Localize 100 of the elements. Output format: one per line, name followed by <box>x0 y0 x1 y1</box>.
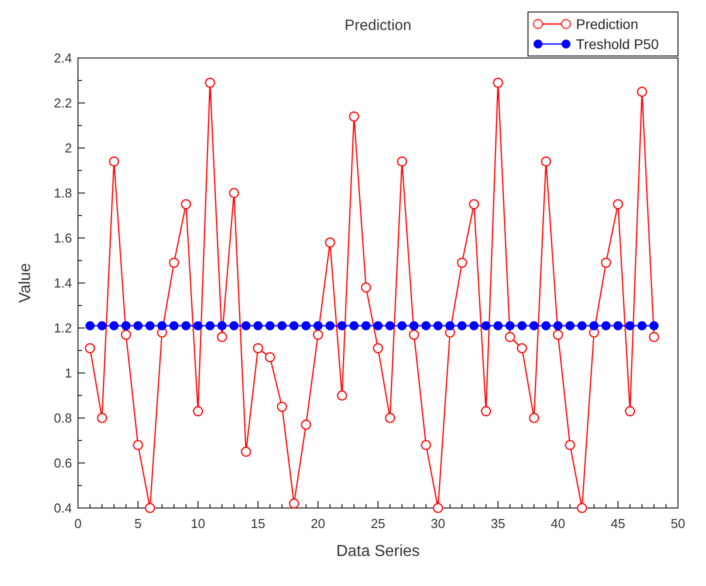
point <box>288 498 300 509</box>
point <box>637 321 647 330</box>
point <box>553 321 563 330</box>
x-tick-label: 50 <box>670 516 686 531</box>
point <box>216 332 228 342</box>
point <box>313 321 323 330</box>
point <box>300 420 312 430</box>
point <box>432 502 444 514</box>
x-tick-label: 30 <box>430 516 446 531</box>
point <box>181 321 191 330</box>
y-axis-title: Value <box>17 263 34 303</box>
y-tick-label: 0.6 <box>54 456 72 470</box>
point <box>240 446 252 457</box>
point <box>540 156 552 167</box>
point <box>384 412 396 424</box>
x-tick-label: 35 <box>490 516 506 531</box>
point <box>469 321 479 330</box>
point <box>180 199 192 210</box>
point <box>504 332 516 342</box>
point <box>312 330 324 340</box>
point <box>565 321 575 330</box>
y-tick-label: 1.8 <box>54 186 72 200</box>
point <box>169 321 179 330</box>
point <box>205 321 215 330</box>
point <box>361 321 371 330</box>
point <box>265 321 275 330</box>
point <box>372 343 384 354</box>
point <box>204 78 216 88</box>
point <box>121 321 131 330</box>
y-tick-label: 1.4 <box>54 276 72 290</box>
point <box>612 199 624 210</box>
x-tick-label: 10 <box>190 516 206 531</box>
chart-title: Prediction <box>344 17 412 34</box>
x-tick-label: 0 <box>74 516 82 531</box>
y-tick-label: 1.6 <box>54 230 72 246</box>
point <box>120 330 132 340</box>
point <box>456 258 468 268</box>
point <box>397 321 407 330</box>
point <box>601 321 611 330</box>
point <box>468 199 480 210</box>
point <box>373 321 383 330</box>
point <box>552 330 564 340</box>
point <box>228 188 240 198</box>
point <box>648 332 660 342</box>
point <box>613 321 623 330</box>
point <box>576 502 588 514</box>
point <box>529 321 539 330</box>
point <box>493 321 503 330</box>
point <box>168 258 180 268</box>
point <box>97 321 107 330</box>
point <box>144 502 156 514</box>
point <box>252 343 264 354</box>
point <box>349 321 359 330</box>
point <box>396 156 408 167</box>
point <box>600 258 612 268</box>
point <box>85 321 95 330</box>
point <box>325 321 335 330</box>
point <box>324 237 336 248</box>
point <box>193 321 203 330</box>
point <box>132 440 144 450</box>
x-tick-label: 45 <box>610 516 626 531</box>
legend-label: Prediction <box>576 16 638 32</box>
point <box>157 321 167 330</box>
x-axis-title: Data Series <box>336 543 420 560</box>
x-tick-label: 40 <box>550 516 566 531</box>
point <box>385 321 395 330</box>
point <box>481 321 491 330</box>
y-tick-label: 0.8 <box>54 410 72 426</box>
point <box>109 321 119 330</box>
point <box>528 412 540 424</box>
point <box>433 321 443 330</box>
point <box>108 156 120 167</box>
point <box>289 321 299 330</box>
x-tick-label: 20 <box>310 516 326 531</box>
x-tick-label: 25 <box>370 516 386 531</box>
point <box>636 86 648 97</box>
point <box>492 78 504 88</box>
point <box>217 321 227 330</box>
y-tick-label: 1.2 <box>54 320 72 336</box>
y-tick-label: 2 <box>64 140 72 156</box>
point <box>229 321 239 330</box>
point <box>276 402 288 412</box>
point <box>445 321 455 330</box>
point <box>337 321 347 330</box>
point <box>96 412 108 424</box>
y-tick-label: 0.4 <box>54 500 72 516</box>
point <box>360 282 372 293</box>
point <box>277 321 287 330</box>
point <box>625 321 635 330</box>
point <box>84 343 96 354</box>
point <box>133 321 143 330</box>
point <box>348 111 360 122</box>
point <box>145 321 155 330</box>
point <box>336 390 348 401</box>
point <box>577 321 587 330</box>
point <box>264 352 276 362</box>
y-tick-label: 2.2 <box>54 96 72 110</box>
point <box>301 321 311 330</box>
y-tick-label: 2.4 <box>54 50 72 66</box>
point <box>649 321 659 330</box>
